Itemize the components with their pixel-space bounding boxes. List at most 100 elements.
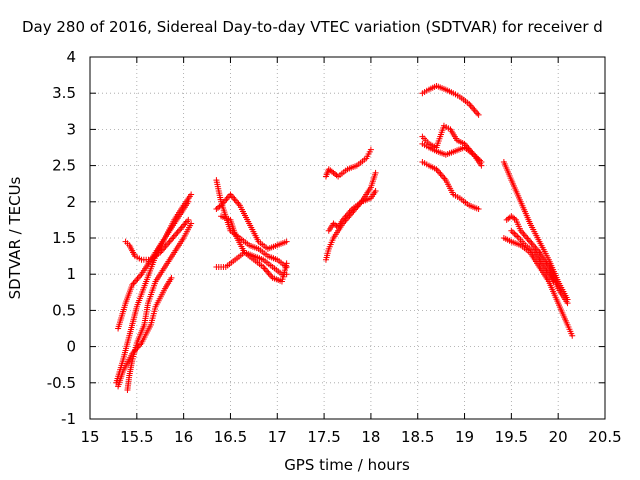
series-pass-17h-b	[213, 191, 290, 252]
series-pass-18h-a	[322, 146, 374, 180]
data-point	[265, 270, 272, 277]
data-point	[234, 199, 241, 206]
data-point	[134, 275, 141, 282]
tick-layer	[89, 56, 606, 420]
data-point	[168, 274, 175, 281]
y-tick-label: -0.5	[47, 374, 76, 392]
data-point	[283, 260, 290, 267]
y-tick-label: 2.5	[52, 157, 76, 175]
data-point	[169, 235, 176, 242]
data-point	[472, 108, 479, 115]
data-point	[174, 229, 181, 236]
data-point	[550, 278, 557, 285]
data-point	[437, 170, 444, 177]
y-tick-label: 3	[66, 120, 76, 138]
data-point	[474, 110, 481, 117]
data-point	[264, 268, 271, 275]
data-point	[230, 194, 237, 201]
data-point	[188, 191, 195, 198]
y-tick-label: 2	[66, 193, 76, 211]
data-point	[166, 238, 173, 245]
series-pass-20h-d	[508, 227, 557, 285]
data-point	[511, 230, 518, 237]
series-pass-18h-c	[325, 187, 379, 234]
x-tick-label: 20.5	[588, 428, 621, 446]
x-tick-label: 20	[549, 428, 568, 446]
y-tick-label: 0	[66, 338, 76, 356]
data-point	[232, 197, 239, 204]
x-tick-label: 17	[268, 428, 287, 446]
data-point	[231, 196, 238, 203]
data-point	[227, 191, 234, 198]
data-point	[175, 227, 182, 234]
x-tick-label: 17.5	[307, 428, 340, 446]
data-point	[261, 265, 268, 272]
data-point	[224, 194, 231, 201]
data-point	[524, 235, 531, 242]
series-pass-16h-e	[122, 216, 192, 263]
y-tick-label: 1.5	[52, 229, 76, 247]
series-pass-17h-c	[213, 249, 290, 278]
x-axis-title: GPS time / hours	[284, 456, 410, 474]
data-point	[509, 229, 516, 236]
data-point	[470, 151, 477, 158]
data-point	[135, 274, 142, 281]
data-point	[170, 233, 177, 240]
y-tick-label: 1	[66, 265, 76, 283]
data-point	[527, 238, 534, 245]
data-point	[468, 104, 475, 111]
data-point	[467, 102, 474, 109]
series-pass-19h-c	[419, 158, 482, 213]
data-point	[283, 238, 290, 245]
data-point	[177, 226, 184, 233]
data-point	[436, 169, 443, 176]
x-tick-label: 18	[361, 428, 380, 446]
series-pass-16h-b	[115, 198, 192, 332]
data-point	[171, 232, 178, 239]
x-tick-label: 15	[80, 428, 99, 446]
data-point	[523, 233, 530, 240]
series-pass-17h-a	[213, 177, 290, 270]
data-point	[521, 232, 528, 239]
data-point	[520, 230, 527, 237]
data-point	[131, 278, 138, 285]
data-point	[438, 172, 445, 179]
data-point	[476, 157, 483, 164]
data-point	[165, 240, 172, 247]
data-point	[179, 223, 186, 230]
data-point	[473, 154, 480, 161]
data-point	[478, 158, 485, 165]
data-point	[188, 220, 195, 227]
data-point	[222, 197, 229, 204]
data-point	[167, 237, 174, 244]
label-layer: 15 15.5 16 16.5 17 17.5 18 18.5 19 19.5 20 20.5-1-0…	[47, 48, 622, 446]
data-point	[367, 146, 374, 153]
chart-title: Day 280 of 2016, Sidereal Day-to-day VTE…	[22, 18, 603, 36]
data-point	[472, 153, 479, 160]
plot-frame	[89, 56, 606, 420]
data-point	[181, 221, 188, 228]
series-pass-19h-a	[419, 82, 482, 118]
data-point	[470, 105, 477, 112]
series-pass-16h-d	[124, 220, 195, 394]
data-point	[372, 187, 379, 194]
data-point	[262, 267, 269, 274]
x-tick-label: 16	[174, 428, 193, 446]
y-tick-label: -1	[61, 410, 76, 428]
data-point	[569, 332, 576, 339]
y-tick-label: 3.5	[52, 84, 76, 102]
y-tick-label: 4	[66, 48, 76, 66]
x-tick-label: 19	[455, 428, 474, 446]
data-point	[512, 232, 519, 239]
series-pass-17h-d	[218, 213, 290, 285]
data-point	[508, 227, 515, 234]
data-point	[173, 230, 180, 237]
data-point	[475, 206, 482, 213]
data-point	[372, 169, 379, 176]
x-tick-label: 16.5	[214, 428, 247, 446]
x-tick-label: 19.5	[495, 428, 528, 446]
data-point	[133, 277, 140, 284]
y-tick-label: 0.5	[52, 301, 76, 319]
data-point	[514, 233, 521, 240]
